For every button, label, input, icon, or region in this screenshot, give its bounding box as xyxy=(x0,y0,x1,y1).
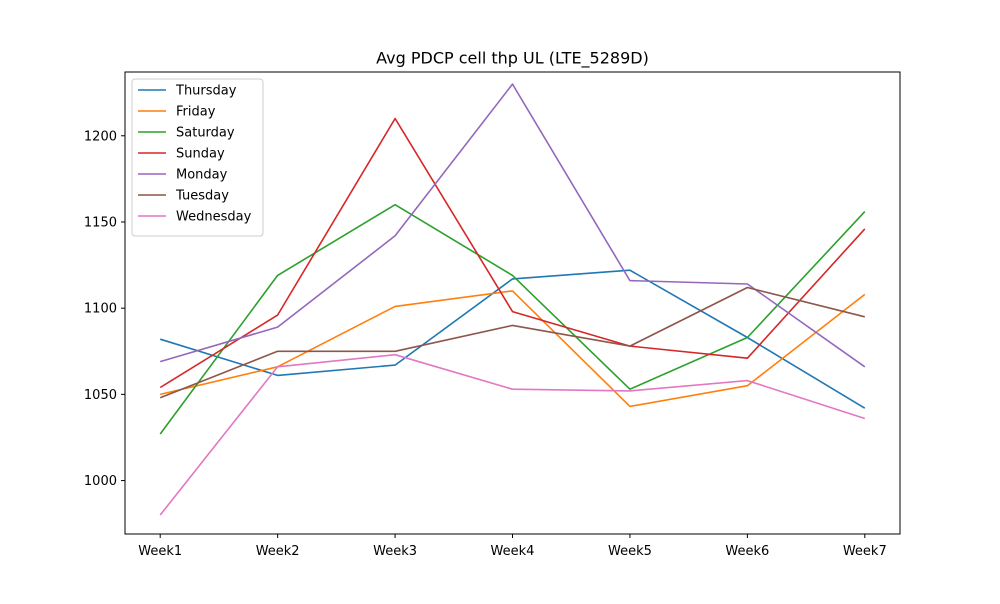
legend-label: Friday xyxy=(176,105,216,120)
legend-box xyxy=(131,78,264,237)
chart-title: Avg PDCP cell thp UL (LTE_5289D) xyxy=(376,49,649,69)
x-tick-label: Week7 xyxy=(843,544,887,559)
y-tick-label: 1050 xyxy=(84,388,117,403)
legend-label: Wednesday xyxy=(176,210,252,225)
legend-label: Tuesday xyxy=(175,189,229,204)
x-tick-label: Week4 xyxy=(491,544,535,559)
legend-label: Monday xyxy=(176,168,228,183)
x-tick-label: Week1 xyxy=(138,544,182,559)
x-tick-label: Week3 xyxy=(373,544,417,559)
series-line-wednesday xyxy=(159,353,866,516)
series-line-sunday xyxy=(159,117,866,389)
legend-label: Sunday xyxy=(176,147,225,162)
series-line-saturday xyxy=(159,203,866,435)
series-lines xyxy=(159,83,866,516)
x-tick-label: Week6 xyxy=(725,544,769,559)
y-axis: 1000 1050 1100 1150 1200 xyxy=(84,129,125,489)
series-line-tuesday xyxy=(159,286,865,399)
legend-label: Thursday xyxy=(175,84,237,99)
x-axis: Week1 Week2 Week3 Week4 Week5 Week6 Week7 xyxy=(138,534,887,559)
legend: Thursday Friday Saturday Sunday Monday Tuesda… xyxy=(131,78,264,237)
y-tick-label: 1100 xyxy=(84,302,117,317)
x-tick-label: Week5 xyxy=(608,544,652,559)
series-line-monday xyxy=(159,83,866,368)
y-tick-label: 1150 xyxy=(84,215,117,230)
legend-label: Saturday xyxy=(176,126,235,141)
y-tick-label: 1200 xyxy=(84,129,117,144)
y-tick-label: 1000 xyxy=(84,474,117,489)
x-tick-label: Week2 xyxy=(256,544,300,559)
